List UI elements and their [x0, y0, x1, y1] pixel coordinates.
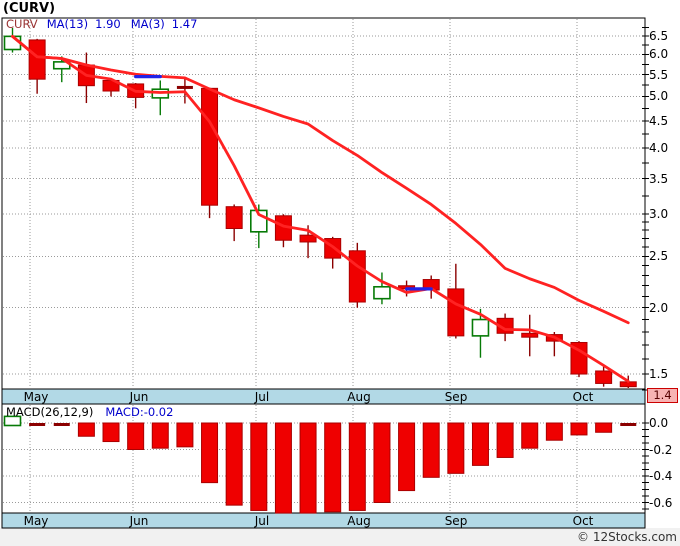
macd-tick-label: 0.0 — [649, 416, 669, 430]
legend-ma13-value: 1.90 — [95, 17, 121, 31]
macd-tick-label: -0.2 — [649, 442, 673, 457]
price-legend: CURV MA(13) 1.90 MA(3) 1.47 — [6, 17, 207, 31]
month-label: May — [23, 390, 49, 404]
month-label: Jul — [254, 390, 270, 404]
month-label: Sep — [444, 390, 468, 404]
macd-tick-label: -0.6 — [649, 495, 673, 510]
price-tick-label: 5.5 — [649, 67, 669, 82]
price-tick-label: 4.5 — [649, 113, 669, 128]
month-label: Aug — [347, 514, 371, 528]
price-tick-label: 6.0 — [649, 47, 669, 62]
month-label: Sep — [444, 514, 468, 528]
month-label: Jun — [129, 390, 149, 404]
price-tick-label: 1.5 — [649, 367, 669, 382]
legend-symbol: CURV — [6, 17, 38, 31]
legend-ma3-label: MA(3) — [130, 17, 165, 31]
copyright: © 12Stocks.com — [577, 530, 677, 544]
price-tick-label: 2.5 — [649, 249, 669, 264]
month-label: Jun — [129, 514, 149, 528]
price-tick-label: 4.0 — [649, 140, 669, 155]
month-label: Oct — [572, 514, 594, 528]
month-label: Aug — [347, 390, 371, 404]
month-label: Oct — [572, 390, 594, 404]
macd-legend: MACD(26,12,9) MACD:-0.02 — [6, 405, 173, 419]
price-tick-label: 5.0 — [649, 89, 669, 104]
last-price-tag: 1.4 — [647, 388, 678, 403]
macd-legend-label: MACD(26,12,9) — [6, 405, 94, 419]
price-tick-label: 3.5 — [649, 171, 669, 186]
legend-ma3-value: 1.47 — [171, 17, 198, 31]
price-tick-label: 6.5 — [649, 29, 669, 43]
legend-ma13-label: MA(13) — [46, 17, 89, 31]
macd-legend-value: MACD:-0.02 — [105, 405, 174, 419]
macd-tick-label: -0.4 — [649, 469, 673, 483]
month-label: May — [23, 514, 49, 528]
page-title: (CURV) — [3, 1, 56, 16]
price-tick-label: 2.0 — [649, 300, 669, 315]
month-label: Jul — [254, 514, 270, 528]
price-tick-label: 3.0 — [649, 207, 669, 222]
